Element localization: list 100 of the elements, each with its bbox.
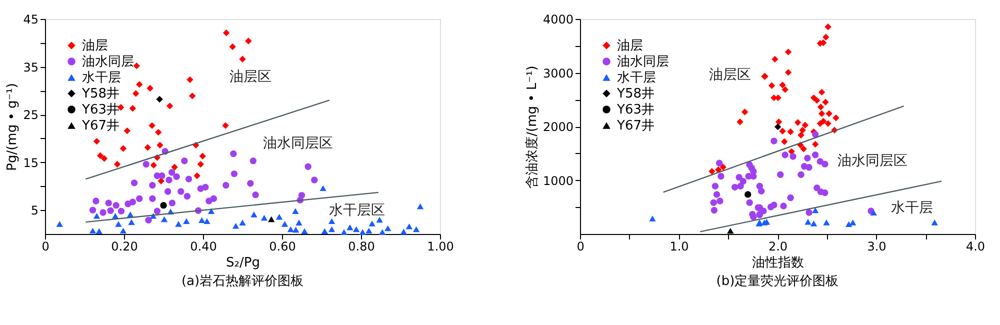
point <box>716 198 724 204</box>
annotation: 油水同层区 <box>837 152 908 169</box>
point <box>92 198 100 204</box>
point <box>120 228 127 234</box>
point <box>716 160 723 166</box>
point <box>276 214 283 220</box>
point <box>818 88 826 96</box>
point <box>328 226 336 232</box>
point <box>89 228 96 234</box>
point <box>296 220 302 226</box>
annotation: 水干层 <box>890 200 933 216</box>
point <box>158 172 166 180</box>
point <box>210 195 218 202</box>
legend-label: Y58井 <box>81 86 120 102</box>
point <box>406 223 413 230</box>
point <box>800 146 807 152</box>
point <box>321 228 328 234</box>
point <box>100 155 108 162</box>
point <box>384 225 392 232</box>
point <box>376 216 383 223</box>
y-axis-title: Pg/(mg • g⁻¹) <box>5 83 20 171</box>
text: (b)定量荧光评价图板 <box>716 274 839 289</box>
point <box>320 185 326 192</box>
point <box>181 158 188 164</box>
point <box>173 173 180 180</box>
point <box>761 220 768 226</box>
point <box>824 24 832 30</box>
point <box>144 144 152 151</box>
point <box>188 92 196 100</box>
point <box>130 180 138 186</box>
point <box>790 153 796 160</box>
point <box>194 172 200 180</box>
point <box>400 228 408 235</box>
x-tick-label: 4.0 <box>966 240 986 254</box>
point <box>230 170 238 178</box>
point <box>359 229 366 235</box>
point <box>870 210 877 216</box>
point <box>168 169 176 176</box>
legend-label: 水干层 <box>82 70 121 86</box>
point <box>823 220 830 226</box>
point <box>798 132 804 138</box>
point <box>814 97 820 104</box>
point <box>115 221 122 227</box>
legend-label: 油层 <box>617 38 643 54</box>
x-axis-title: 油性指数 <box>752 256 804 270</box>
point <box>777 171 784 178</box>
point <box>768 82 776 89</box>
point <box>166 176 172 184</box>
point <box>787 128 794 136</box>
annotation: 油水同层区 <box>262 136 333 152</box>
point <box>136 81 143 88</box>
point <box>708 168 716 175</box>
point <box>239 220 246 226</box>
point <box>208 208 215 214</box>
point <box>202 184 209 191</box>
point <box>750 214 757 220</box>
point <box>822 189 828 196</box>
point <box>148 122 156 129</box>
point <box>748 164 756 172</box>
point <box>758 188 765 194</box>
point <box>166 102 174 110</box>
point <box>712 182 719 190</box>
legend-label: 油水同层 <box>617 54 669 70</box>
point <box>718 172 724 180</box>
point <box>252 191 259 198</box>
point <box>239 56 246 62</box>
point <box>784 69 792 76</box>
point <box>736 174 742 181</box>
point <box>740 178 746 185</box>
y-tick-label: 45 <box>23 12 38 26</box>
legend-label: Y58井 <box>616 86 654 102</box>
point <box>178 188 184 195</box>
point <box>775 118 782 126</box>
x-tick-label: 0.80 <box>348 240 375 254</box>
point <box>772 56 778 63</box>
legend-label: 油水同层 <box>82 54 134 70</box>
point <box>713 191 720 198</box>
point <box>804 218 812 225</box>
point <box>107 207 114 214</box>
y-tick-label: 4000 <box>542 12 574 26</box>
point <box>802 122 809 129</box>
point <box>412 226 420 232</box>
point <box>155 128 162 136</box>
point <box>186 76 194 84</box>
point <box>812 131 819 138</box>
point <box>281 221 288 227</box>
point <box>232 222 240 229</box>
point <box>146 84 154 92</box>
point <box>737 182 744 190</box>
point <box>160 216 168 222</box>
point <box>782 86 788 93</box>
point <box>727 228 734 234</box>
point <box>824 120 832 127</box>
x-tick-label: 0 <box>576 240 584 254</box>
point <box>731 184 738 191</box>
y-tick-label: 35 <box>23 60 38 74</box>
point <box>156 96 163 103</box>
point <box>93 212 100 219</box>
y-axis-title: 含油浓度/(mg • L⁻¹) <box>524 66 540 188</box>
point <box>142 160 150 168</box>
